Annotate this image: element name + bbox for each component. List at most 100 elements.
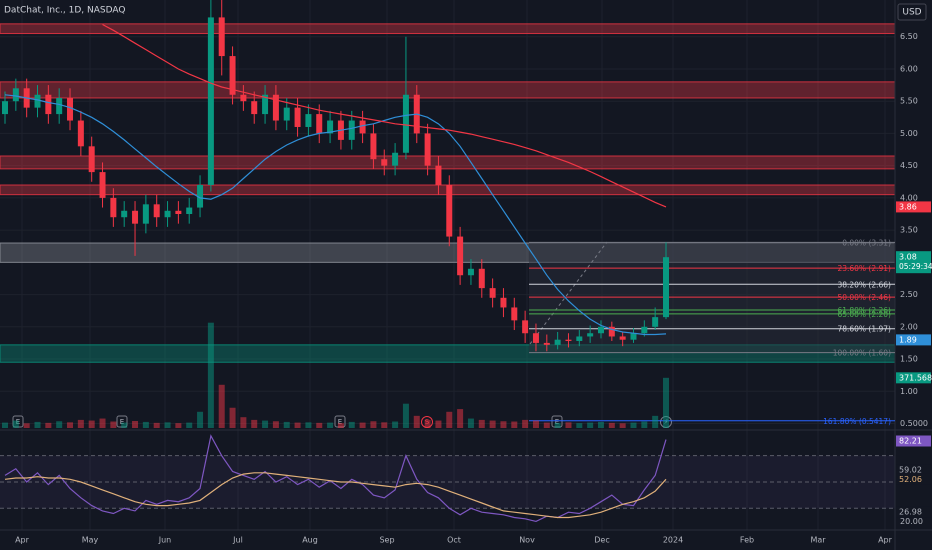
volume-bar [175,423,182,428]
y-tick-label: 1.00 [900,387,918,396]
fib-label: 50.00% (2.46) [837,293,891,302]
volume-bar [392,421,399,428]
x-tick-label: Dec [594,536,609,545]
y-tick-label: 0.5000 [900,419,928,428]
rsi-ma-badge-bg [896,473,931,485]
candle-body [630,333,637,340]
volume-bar [142,421,149,428]
volume-bar [305,422,312,428]
volume-bar [597,421,604,428]
candle-body [587,333,594,337]
icon-glyph: E [120,418,124,426]
volume-bar [608,422,615,428]
y-tick-label: 3.50 [900,226,918,235]
candle-body [218,17,225,57]
volume-bar [402,403,409,428]
candle-body [305,114,312,127]
fib-label: 0.00% (3.31) [842,238,891,247]
candle-body [359,120,366,134]
volume-bar [67,422,74,428]
volume-bar [489,420,496,428]
volume-bar [522,419,529,428]
y-tick-label: 1.50 [900,355,918,364]
volume-bar [77,419,84,428]
candle-body [110,197,117,218]
last-price: 3.08 [899,253,917,262]
x-tick-label: May [82,536,99,545]
volume-bar [457,409,464,428]
fib-label: 23.60% (2.91) [837,264,891,273]
candle-body [467,268,474,276]
volume-bar [251,419,258,428]
y-tick-label: 2.00 [900,322,918,331]
candle-body [99,172,106,198]
rsi-marker-bg [896,464,931,476]
candle-body [663,257,669,318]
volume-bar [467,418,474,428]
volume-bar [110,421,117,428]
volume-bar [45,422,52,428]
y-tick-label: 4.00 [900,193,918,202]
candle-body [370,133,377,160]
chart-title: DatChat, Inc., 1D, NASDAQ [4,6,125,16]
candle-body [522,320,529,334]
volume-bar [532,420,539,428]
candle-body [251,101,258,115]
candle-body [565,339,572,341]
candle-body [229,56,236,95]
fib-label: 78.60% (1.97) [837,325,891,334]
volume-bar [23,423,30,428]
candle-body [381,159,388,166]
candle-body [272,94,279,121]
candle-body [500,297,507,308]
ma-fast [4,94,667,336]
x-tick-label: Feb [740,536,754,545]
candle-body [294,107,301,127]
volume-bar [327,422,334,428]
candle-body [175,210,182,214]
volume-bar [186,422,193,428]
candle-body [197,184,204,208]
candle-body [240,94,247,102]
volume-bar [565,422,572,428]
volume-bar [641,421,648,428]
volume-bar [543,422,550,428]
volume-bar [446,411,453,428]
x-tick-label: Apr [878,536,893,545]
volume-bar [348,421,355,428]
volume-bar [500,421,507,428]
currency: USD [902,8,921,18]
volume-bar [34,421,41,428]
candle-body [511,307,518,321]
y-tick-label: 5.00 [900,129,918,138]
candle-body [56,97,63,115]
volume-bar [56,421,63,428]
volume-bar [554,422,561,428]
volume-bar [576,423,583,428]
rsi-ma-line [4,472,667,519]
candle-body [132,210,139,224]
volume-bar [240,417,247,428]
volume-bar [88,420,95,428]
volume-bar [435,420,442,428]
candle-body [576,336,583,341]
x-tick-label: Jul [232,536,243,545]
candle-body [489,288,496,298]
x-tick-label: Sep [379,536,394,545]
candle-body [652,317,659,327]
x-tick-label: 2024 [663,536,683,545]
candle-body [207,17,214,185]
x-tick-label: Aug [302,536,318,545]
candle-body [392,152,399,166]
volume-bar [272,421,279,428]
volume-bar [283,421,290,428]
rsi-marker: 26.98 [899,508,922,517]
ma-slow-badge-bg [896,201,931,213]
currency-box[interactable] [897,3,927,21]
fib-label: 65.00% (2.20) [837,310,891,319]
x-tick-label: Apr [15,536,30,545]
candle-body [77,120,84,147]
volume-bar [207,322,214,428]
icon-glyph: E [338,418,342,426]
